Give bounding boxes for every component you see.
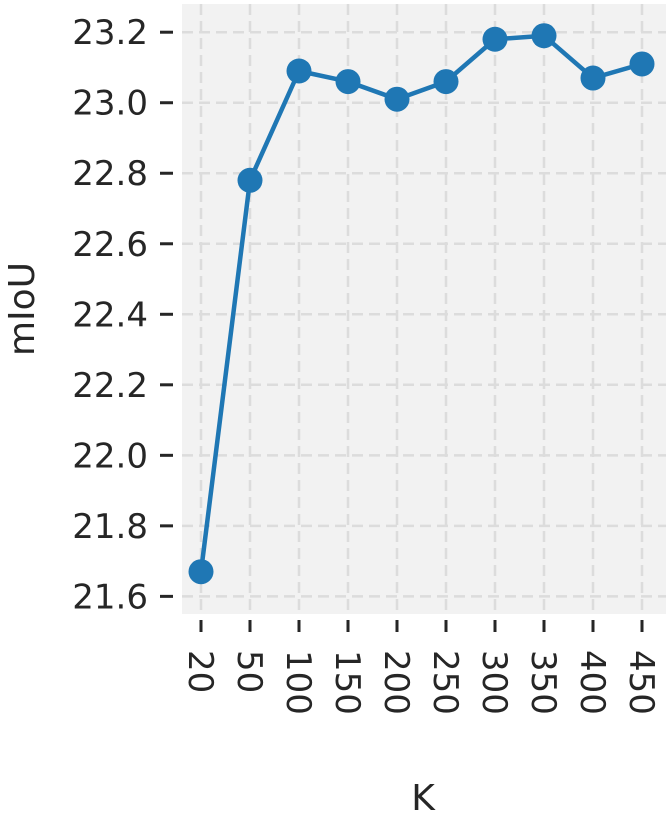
data-point (580, 65, 606, 91)
data-point (482, 26, 508, 52)
x-axis-ticks: 20 50 100 150 200 250 300 350 400 450 (180, 620, 661, 715)
grid-lines (182, 4, 666, 614)
y-tick-label: 22.2 (72, 366, 148, 406)
data-point (433, 69, 459, 95)
y-tick-label: 21.6 (72, 577, 148, 617)
series-layer (188, 23, 655, 585)
x-tick-label: 450 (621, 650, 661, 715)
y-tick-label: 22.0 (72, 436, 148, 476)
x-axis-label: K (411, 778, 436, 814)
x-tick-label: 50 (229, 650, 269, 693)
y-tick-label: 22.4 (72, 295, 148, 335)
data-point (286, 58, 312, 84)
data-point (237, 167, 263, 193)
x-tick-label: 250 (425, 650, 465, 715)
y-axis-label: mIoU (2, 262, 43, 356)
data-point (629, 51, 655, 77)
x-tick-label: 100 (278, 650, 318, 715)
x-tick-label: 350 (523, 650, 563, 715)
y-tick-label: 22.8 (72, 154, 148, 194)
x-tick-label: 20 (180, 650, 220, 693)
y-axis-ticks: 21.6 21.8 22.0 22.2 22.4 22.6 22.8 23.0 23.2 (72, 13, 173, 617)
y-tick-label: 22.6 (72, 225, 148, 265)
data-point (335, 69, 361, 95)
y-tick-label: 21.8 (72, 507, 148, 547)
y-tick-label: 23.2 (72, 13, 148, 53)
x-tick-label: 400 (572, 650, 612, 715)
data-point (188, 559, 214, 585)
x-tick-label: 200 (376, 650, 416, 715)
data-point (384, 86, 410, 112)
y-tick-label: 23.0 (72, 84, 148, 124)
plot-background (182, 4, 666, 614)
x-tick-label: 300 (474, 650, 514, 715)
series-line (198, 33, 643, 572)
data-point (531, 23, 557, 49)
x-tick-label: 150 (327, 650, 367, 715)
